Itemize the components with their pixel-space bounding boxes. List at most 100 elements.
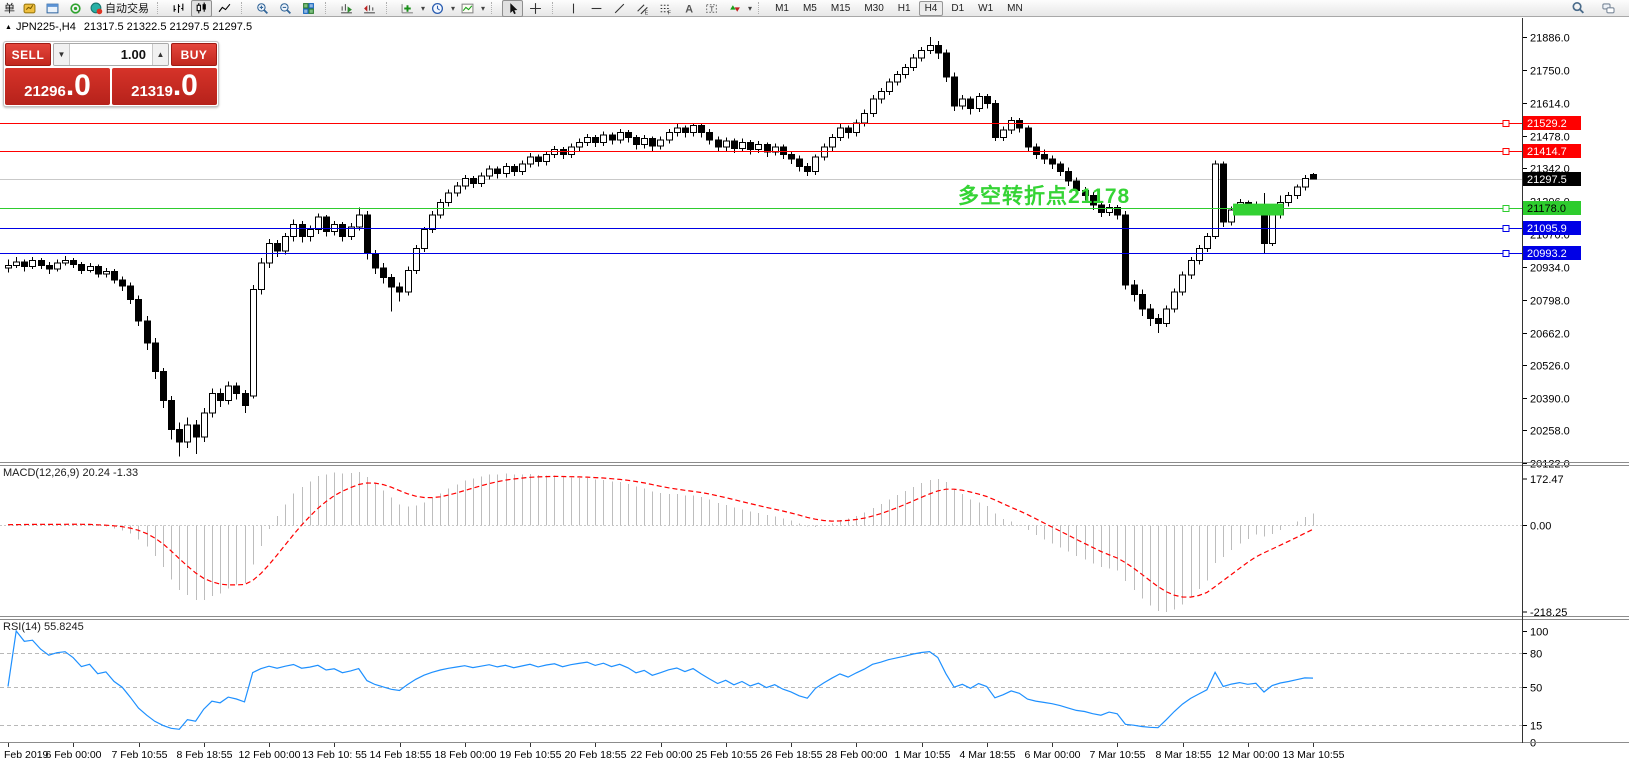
auto-scroll-button[interactable] <box>336 0 357 17</box>
candle-body <box>282 235 289 252</box>
chart-text-object[interactable]: 多空转折点21178 <box>958 185 1131 208</box>
volume-decrease-button[interactable]: ▼ <box>54 44 70 65</box>
buy-button[interactable]: BUY <box>171 43 217 66</box>
candle-body <box>788 153 795 160</box>
crosshair-button[interactable] <box>525 0 546 17</box>
macd-axis-label: -218.25 <box>1530 607 1567 619</box>
timeframe-d1[interactable]: D1 <box>951 2 965 14</box>
horizontal-line-tool[interactable] <box>586 0 607 17</box>
candle-body <box>804 165 811 172</box>
periods-dropdown-arrow[interactable]: ▾ <box>451 3 456 13</box>
chart-shift-button[interactable] <box>359 0 380 17</box>
volume-increase-button[interactable]: ▲ <box>152 44 168 65</box>
new-order-button[interactable]: 单 <box>4 3 15 15</box>
zoom-in-button[interactable] <box>252 0 273 17</box>
chat-icon[interactable] <box>1598 0 1619 17</box>
candle-body <box>617 132 624 141</box>
equidistant-channel-tool[interactable]: E <box>632 0 653 17</box>
candle-body <box>592 136 599 143</box>
candle-body <box>29 260 36 268</box>
indicators-dropdown-arrow[interactable]: ▾ <box>421 3 426 13</box>
vertical-line-tool[interactable] <box>563 0 584 17</box>
fibonacci-tool[interactable]: F <box>655 0 676 17</box>
candle-body <box>829 136 836 148</box>
tile-windows-button[interactable] <box>298 0 319 17</box>
horizontal-line-object[interactable] <box>0 205 1522 212</box>
periods-button[interactable] <box>427 0 448 17</box>
text-label-tool[interactable]: T <box>701 0 722 17</box>
candle-body <box>674 127 681 134</box>
price-tick-label: 20662.0 <box>1530 329 1570 341</box>
main-toolbar: 单 自动交易 ▾ ▾ ▾ <box>0 0 1629 17</box>
price-tick-label: 21886.0 <box>1530 33 1570 45</box>
toolbar-separator <box>157 2 162 14</box>
buy-price-box[interactable]: 21319.0 <box>112 68 217 105</box>
candle-body <box>894 74 901 83</box>
rsi-axis-label: 80 <box>1530 649 1542 661</box>
candle-body <box>1090 194 1097 206</box>
volume-value[interactable]: 1.00 <box>120 47 146 62</box>
price-tag: 21414.7 <box>1523 144 1581 158</box>
timeframe-mn[interactable]: MN <box>1007 2 1023 14</box>
chart-title: ▲ JPN225-,H4 21317.5 21322.5 21297.5 21297… <box>5 21 252 33</box>
price-tick-label: 20798.0 <box>1530 296 1570 308</box>
candle-body <box>878 91 885 100</box>
bar-chart-button[interactable] <box>168 0 189 17</box>
pane-dividers[interactable] <box>0 18 1629 743</box>
candle-body <box>258 262 265 291</box>
sell-button[interactable]: SELL <box>5 43 51 66</box>
horizontal-line-object[interactable] <box>0 148 1522 155</box>
candle-body <box>633 136 640 146</box>
search-icon[interactable] <box>1567 0 1588 17</box>
time-label: 12 Feb 00:00 <box>239 749 301 761</box>
time-label: 28 Feb 00:00 <box>826 749 888 761</box>
toolbar-separator <box>325 2 330 14</box>
templates-button[interactable] <box>457 0 478 17</box>
horizontal-line-object[interactable] <box>0 120 1522 127</box>
horizontal-line-object[interactable] <box>0 225 1522 232</box>
data-window-icon[interactable] <box>42 0 63 17</box>
arrows-tool[interactable] <box>724 0 745 17</box>
candle-body <box>1228 209 1235 223</box>
indicators-button[interactable] <box>397 0 418 17</box>
rsi-axis-label: 50 <box>1530 683 1542 695</box>
timeframe-m15[interactable]: M15 <box>830 2 851 14</box>
rectangle-object[interactable] <box>1233 203 1284 216</box>
candle-body <box>943 52 950 78</box>
candle-body <box>576 141 583 148</box>
market-watch-icon[interactable] <box>19 0 40 17</box>
signals-icon[interactable] <box>65 0 86 17</box>
macd-axis-label: 0.00 <box>1530 521 1551 533</box>
zoom-out-button[interactable] <box>275 0 296 17</box>
candle-body <box>364 214 371 254</box>
timeframe-m1[interactable]: M1 <box>775 2 789 14</box>
sell-price-box[interactable]: 21296.0 <box>5 68 110 105</box>
candlestick-chart-button[interactable] <box>191 0 212 17</box>
candle-body <box>1196 248 1203 262</box>
text-tool[interactable]: A <box>678 0 699 17</box>
sell-price-small: 21296 <box>24 83 66 100</box>
candle-body <box>1285 194 1292 204</box>
trendline-tool[interactable] <box>609 0 630 17</box>
candle-body <box>666 132 673 141</box>
horizontal-line-object[interactable] <box>0 250 1522 257</box>
arrows-dropdown-arrow[interactable]: ▾ <box>748 3 753 13</box>
candle-body <box>1049 158 1056 165</box>
timeframe-h1[interactable]: H1 <box>897 2 911 14</box>
timeframe-h4[interactable]: H4 <box>918 0 944 16</box>
timeframe-m5[interactable]: M5 <box>802 2 817 14</box>
time-label: 13 Feb 10: 55 <box>302 749 367 761</box>
candle-body <box>641 138 648 146</box>
candle-body <box>274 243 281 252</box>
autotrading-button[interactable]: 自动交易 <box>88 0 151 17</box>
time-label: 1 Mar 10:55 <box>894 749 950 761</box>
one-click-collapse-icon[interactable]: ▲ <box>5 24 12 31</box>
timeframe-w1[interactable]: W1 <box>978 2 994 14</box>
autotrading-label: 自动交易 <box>105 3 149 15</box>
cursor-button[interactable] <box>502 0 524 17</box>
candle-body <box>103 271 110 275</box>
templates-dropdown-arrow[interactable]: ▾ <box>481 3 486 13</box>
timeframe-m30[interactable]: M30 <box>864 2 884 14</box>
line-chart-button[interactable] <box>214 0 235 17</box>
time-label: 25 Feb 10:55 <box>696 749 758 761</box>
